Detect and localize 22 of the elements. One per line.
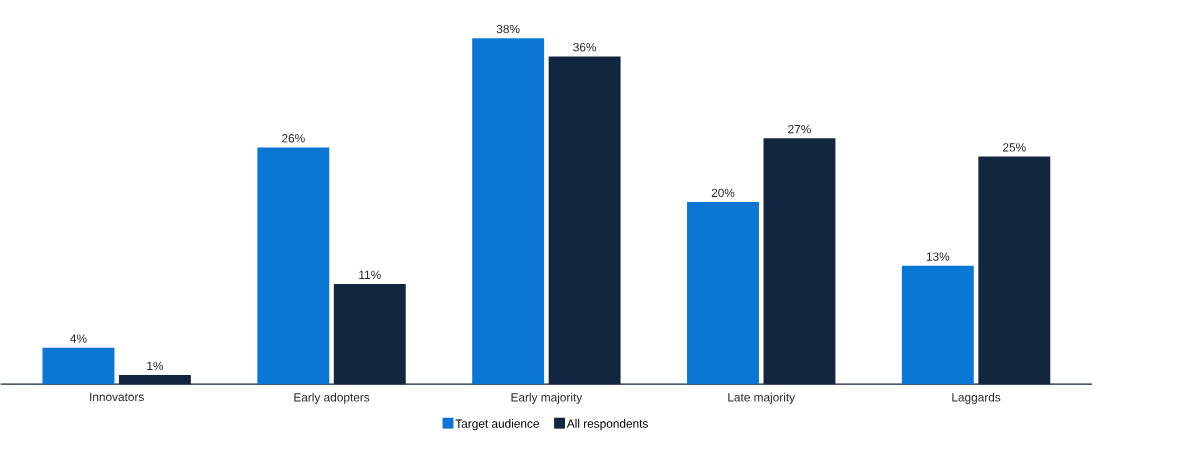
x-tick-label: Laggards xyxy=(952,392,1001,404)
x-tick-label: Early adopters xyxy=(294,392,370,404)
bar xyxy=(42,347,115,385)
bar xyxy=(901,265,974,385)
data-label: 36% xyxy=(573,42,597,52)
x-tick-label: Early majority xyxy=(511,392,583,404)
legend-label: Target audience xyxy=(455,418,539,431)
legend-label: All respondents xyxy=(566,418,648,431)
data-label: 25% xyxy=(1003,143,1026,152)
data-label: 27% xyxy=(788,124,811,134)
data-label: 11% xyxy=(359,270,381,279)
x-tick-label: Late majority xyxy=(728,392,796,404)
bar xyxy=(257,147,330,385)
x-tick-label: Innovators xyxy=(90,392,144,401)
data-label: 26% xyxy=(282,133,305,143)
bar xyxy=(687,201,759,385)
bar xyxy=(472,38,545,385)
data-label: 38% xyxy=(496,24,520,34)
data-label: 20% xyxy=(711,188,735,197)
data-label: 4% xyxy=(70,334,87,343)
data-label: 1% xyxy=(147,361,164,370)
data-label: 13% xyxy=(926,252,950,261)
